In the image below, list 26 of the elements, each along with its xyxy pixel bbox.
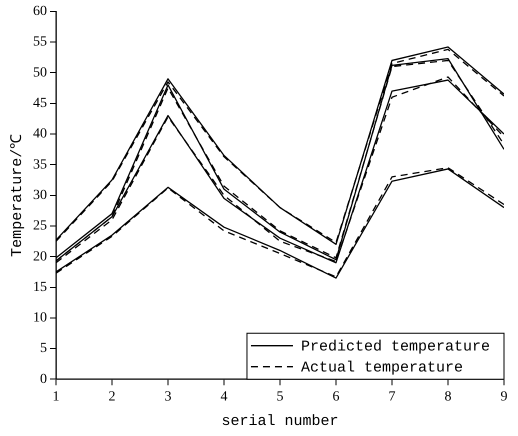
y-tick-label: 10 bbox=[33, 310, 47, 326]
y-tick-label: 5 bbox=[40, 341, 47, 356]
y-tick-label: 20 bbox=[33, 249, 47, 264]
y-tick-label: 15 bbox=[33, 280, 47, 295]
y-tick-label: 55 bbox=[33, 34, 47, 50]
y-tick-label: 30 bbox=[33, 188, 47, 203]
x-tick-label: 2 bbox=[108, 389, 116, 404]
x-tick-label: 1 bbox=[52, 389, 60, 404]
legend-label: Predicted temperature bbox=[300, 338, 490, 356]
y-tick-label: 35 bbox=[33, 157, 47, 172]
x-tick-label: 7 bbox=[388, 389, 396, 404]
x-tick-label: 3 bbox=[164, 389, 172, 404]
x-tick-label: 4 bbox=[220, 389, 228, 404]
y-tick-label: 50 bbox=[33, 65, 47, 80]
x-tick-label: 6 bbox=[332, 389, 340, 404]
y-axis-title: Temperature/℃ bbox=[8, 134, 26, 257]
y-tick-label: 40 bbox=[33, 126, 47, 142]
x-tick-label: 9 bbox=[500, 389, 508, 404]
y-tick-label: 60 bbox=[33, 4, 47, 20]
y-tick-label: 0 bbox=[40, 372, 47, 387]
x-tick-label: 5 bbox=[276, 389, 284, 404]
y-tick-label: 25 bbox=[33, 218, 47, 234]
x-tick-label: 8 bbox=[444, 389, 452, 404]
y-tick-label: 45 bbox=[33, 96, 47, 112]
x-axis-title: serial number bbox=[221, 412, 339, 430]
legend-label: Actual temperature bbox=[300, 360, 463, 377]
